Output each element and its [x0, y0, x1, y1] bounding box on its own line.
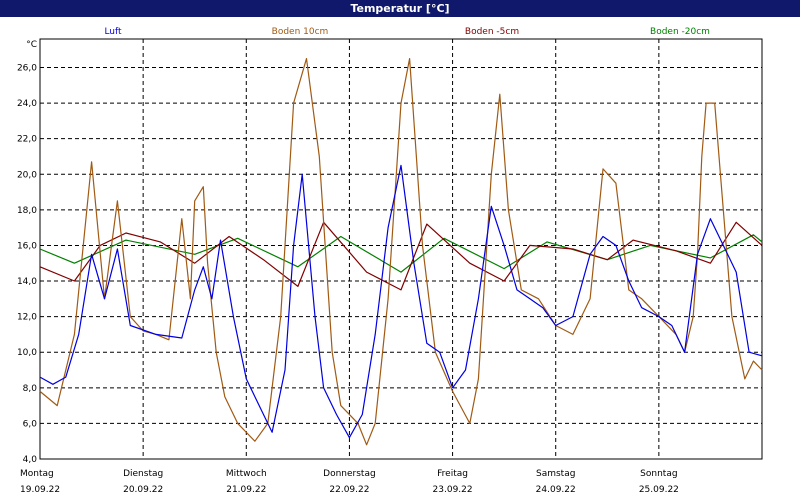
- y-tick-label: 6,0: [23, 419, 38, 429]
- legend-boden-10cm: Boden 10cm: [272, 27, 329, 37]
- y-tick-label: 14,0: [17, 277, 37, 287]
- x-tick-date: 20.09.22: [123, 485, 163, 495]
- x-tick-day: Mittwoch: [226, 469, 267, 479]
- x-tick-date: 24.09.22: [536, 485, 576, 495]
- series-line-boden-5cm: [39, 221, 763, 291]
- x-tick-date: 22.09.22: [329, 485, 369, 495]
- x-tick-date: 25.09.22: [639, 485, 679, 495]
- legend-boden-20cm: Boden -20cm: [650, 27, 710, 37]
- y-tick-label: 12,0: [17, 313, 37, 323]
- y-tick-label: 26,0: [17, 63, 37, 73]
- series-line-luft: [39, 164, 763, 439]
- legend-boden-5cm: Boden -5cm: [465, 27, 519, 37]
- y-tick-label: 18,0: [17, 206, 37, 216]
- y-tick-label: 20,0: [17, 170, 37, 180]
- y-unit-label: °C: [26, 40, 37, 50]
- x-tick-date: 19.09.22: [20, 485, 60, 495]
- x-tick-day: Montag: [20, 469, 54, 479]
- x-tick-day: Freitag: [437, 469, 468, 479]
- x-tick-date: 23.09.22: [433, 485, 473, 495]
- y-tick-label: 24,0: [17, 99, 37, 109]
- y-tick-label: 8,0: [23, 384, 38, 394]
- y-tick-label: 4,0: [23, 455, 38, 465]
- x-tick-day: Sonntag: [640, 469, 677, 479]
- x-tick-day: Dienstag: [123, 469, 163, 479]
- x-tick-date: 21.09.22: [226, 485, 266, 495]
- x-tick-day: Samstag: [536, 469, 575, 479]
- chart-title: Temperatur [°C]: [0, 0, 800, 17]
- y-tick-label: 10,0: [17, 348, 37, 358]
- x-tick-day: Donnerstag: [323, 469, 376, 479]
- legend-luft: Luft: [104, 27, 122, 37]
- y-tick-label: 22,0: [17, 135, 37, 145]
- y-tick-label: 16,0: [17, 241, 37, 251]
- series-line-boden-20cm: [39, 234, 763, 273]
